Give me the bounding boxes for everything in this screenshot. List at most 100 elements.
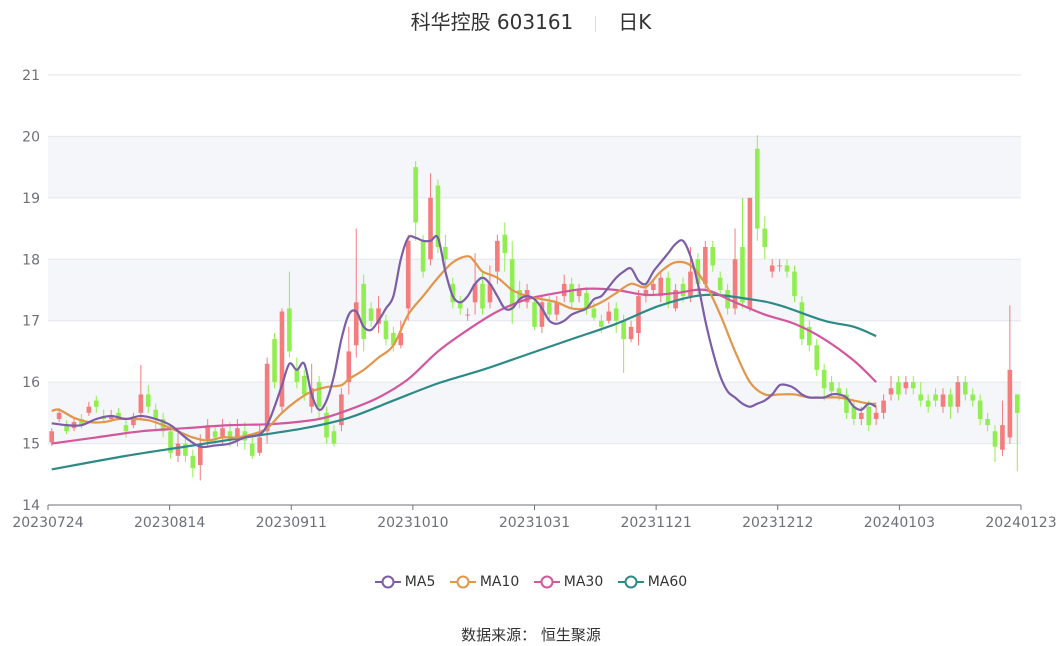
candle-body (680, 283, 686, 297)
y-tick-label: 15 (22, 437, 40, 453)
legend-item-ma10[interactable]: MA10 (449, 574, 519, 590)
candle (123, 420, 129, 438)
candle-body (272, 339, 277, 383)
candle-body (183, 443, 188, 456)
candle (755, 135, 760, 241)
y-axis: 14 15 16 17 18 19 20 21 (22, 68, 40, 514)
candle-body (502, 234, 508, 254)
x-tick-label: 20231031 (499, 515, 570, 531)
candle (235, 419, 240, 447)
candle-body (457, 302, 463, 309)
candle (212, 425, 218, 444)
ma30-line (51, 287, 877, 445)
candle-body (435, 185, 441, 247)
candle-body (910, 382, 916, 389)
candle (992, 425, 998, 462)
candle-body (487, 283, 493, 303)
candle (249, 434, 255, 459)
y-tick-label: 19 (22, 191, 40, 207)
candle-body (472, 283, 478, 303)
y-tick-label: 16 (22, 375, 40, 391)
candle (86, 401, 92, 416)
candle (339, 388, 344, 432)
candle-body (190, 455, 196, 469)
candle-body (145, 394, 151, 407)
candle-body (465, 314, 470, 316)
candle-body (755, 148, 760, 229)
candle-body (665, 277, 671, 303)
candle (888, 376, 894, 401)
candle-body (547, 302, 552, 315)
candle (353, 228, 359, 358)
candle-body (391, 333, 396, 346)
candle-body (346, 351, 352, 383)
candle (502, 222, 508, 272)
candle (331, 425, 337, 447)
candle (569, 277, 574, 309)
chart-legend: MA5 MA10 MA30 MA60 (0, 574, 1062, 590)
candle (465, 308, 470, 321)
candle (918, 382, 924, 407)
candle-body (1000, 425, 1005, 450)
candle (197, 434, 203, 481)
candle (391, 326, 396, 352)
candle (873, 406, 879, 426)
candle (294, 357, 300, 389)
candle-body (888, 388, 894, 395)
candle (896, 376, 901, 401)
candle (814, 339, 820, 376)
candle (851, 400, 857, 426)
legend-marker-ma5 (374, 575, 401, 589)
candle (131, 412, 136, 429)
y-tick-label: 18 (22, 252, 40, 268)
candle-body (651, 283, 656, 290)
candle-body (799, 302, 805, 340)
candle-body (569, 283, 574, 303)
y-tick-label: 20 (22, 129, 40, 145)
candle (807, 320, 812, 352)
candle (495, 234, 500, 284)
candle-body (1014, 394, 1020, 413)
candle-body (376, 308, 381, 324)
candle (673, 283, 678, 312)
candle (606, 302, 612, 324)
candle-body (621, 320, 626, 340)
chart-title-name: 科华控股 603161 (410, 10, 574, 34)
candle-body (405, 240, 411, 309)
candle-body (554, 302, 560, 315)
candle-body (740, 247, 745, 303)
candle (361, 274, 366, 352)
candle-body (792, 271, 797, 297)
candle (970, 388, 976, 407)
candle (740, 197, 745, 309)
chart-title: 科华控股 603161 日K (0, 6, 1062, 35)
x-tick-label: 20230814 (134, 515, 205, 531)
candle-body (599, 320, 604, 327)
candle-body (673, 290, 678, 309)
legend-item-ma30[interactable]: MA30 (533, 574, 603, 590)
candle-body (658, 277, 664, 297)
candle-body (584, 293, 589, 309)
candle-body (235, 428, 240, 441)
legend-item-ma60[interactable]: MA60 (617, 574, 687, 590)
candle-body (985, 419, 990, 426)
candle (138, 364, 144, 419)
candle-body (561, 283, 567, 297)
x-tick-label: 20231010 (377, 515, 448, 531)
candle-body (450, 283, 456, 303)
candle (561, 274, 567, 303)
legend-item-ma5[interactable]: MA5 (374, 574, 435, 590)
candle (279, 308, 285, 413)
chart-title-period: 日K (618, 10, 652, 34)
y-tick-label: 21 (22, 68, 40, 84)
candle (910, 376, 916, 395)
candle (183, 437, 188, 462)
candle (532, 296, 537, 330)
candle (220, 419, 225, 444)
candle-body (859, 412, 864, 419)
title-separator (595, 15, 597, 32)
candle-body (301, 376, 307, 395)
candle (145, 385, 151, 413)
candle-body (933, 394, 938, 401)
candle-body (316, 382, 322, 407)
